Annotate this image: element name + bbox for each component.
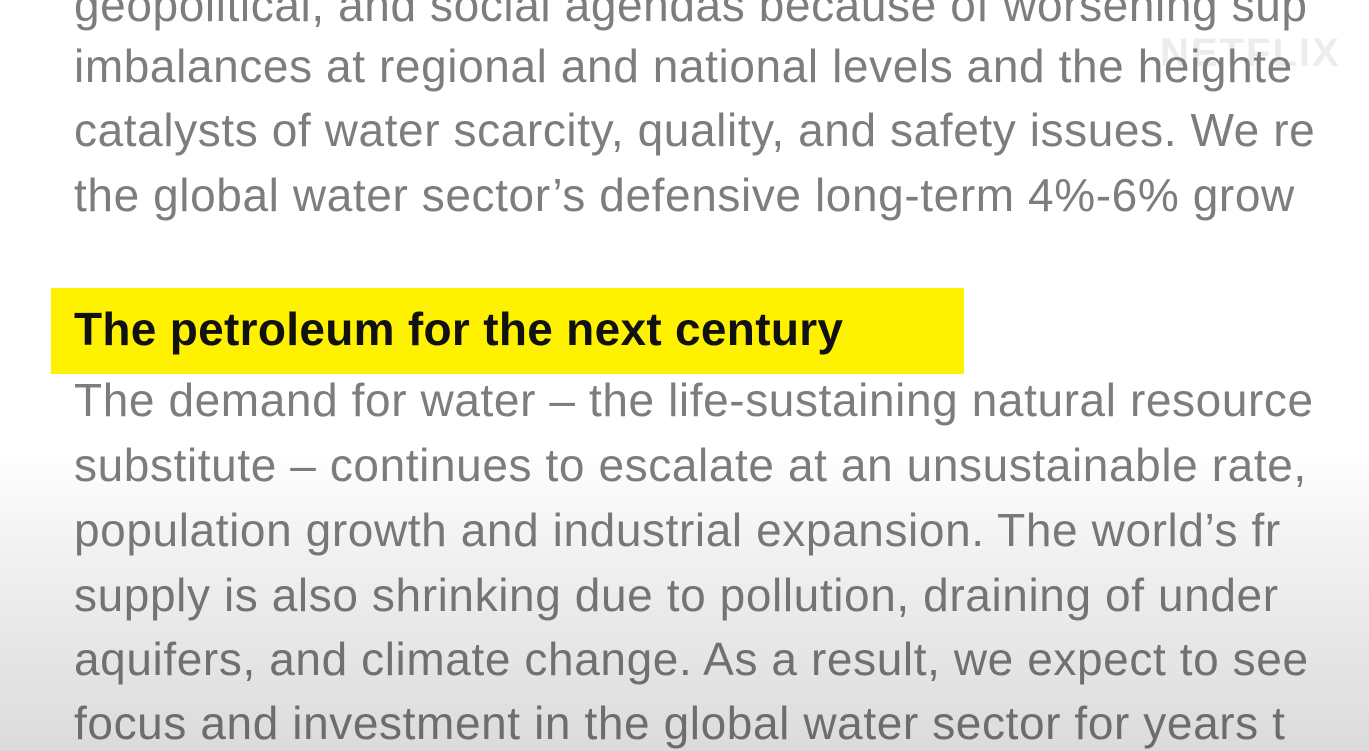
body-line-3: population growth and industrial expansi…: [74, 504, 1281, 556]
body-line-5: aquifers, and climate change. As a resul…: [74, 633, 1309, 685]
intro-line-3: catalysts of water scarcity, quality, an…: [74, 104, 1316, 156]
section-heading: The petroleum for the next century: [74, 303, 844, 355]
intro-line-2: imbalances at regional and national leve…: [74, 40, 1293, 92]
body-line-4: supply is also shrinking due to pollutio…: [74, 569, 1279, 621]
heading-highlight: [51, 288, 964, 374]
intro-line-1: geopolitical, and social agendas because…: [74, 0, 1308, 31]
body-line-2: substitute – continues to escalate at an…: [74, 439, 1307, 491]
body-line-6: focus and investment in the global water…: [74, 697, 1286, 749]
intro-line-4: the global water sector’s defensive long…: [74, 169, 1295, 221]
netflix-watermark-logo: NETFLIX: [1160, 31, 1341, 75]
body-line-1: The demand for water – the life-sustaini…: [74, 374, 1314, 426]
